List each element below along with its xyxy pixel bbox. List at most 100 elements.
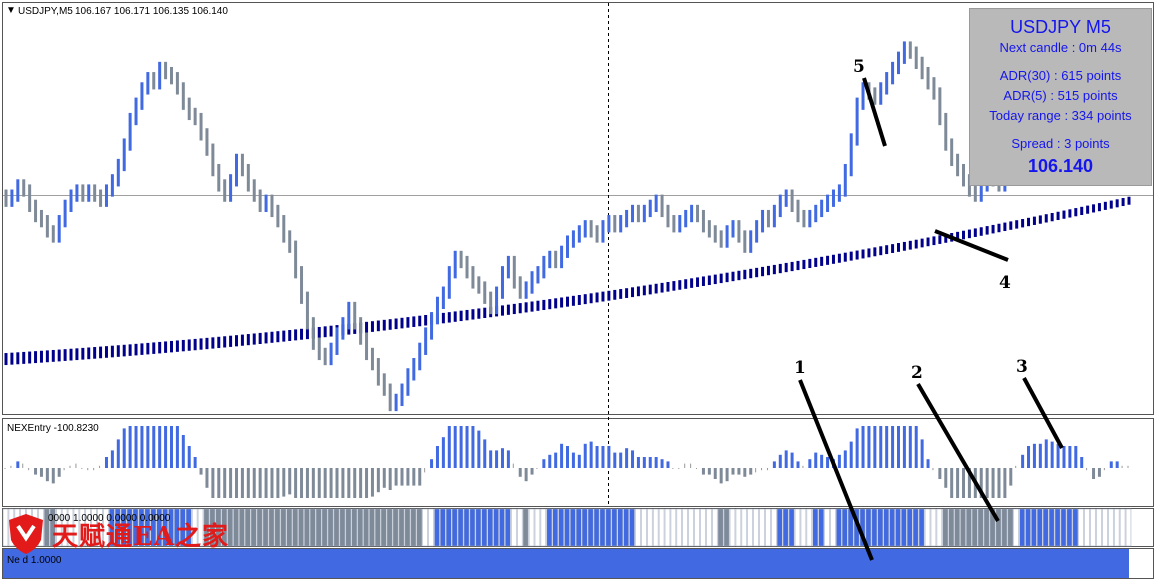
price-bar xyxy=(902,41,906,64)
histogram-bar xyxy=(631,450,635,468)
price-bar xyxy=(93,184,97,202)
histogram-bar xyxy=(595,446,599,468)
histogram-bar xyxy=(991,468,995,498)
histogram-bar xyxy=(524,468,528,482)
histogram-bar xyxy=(1121,465,1123,468)
price-bar xyxy=(784,189,788,207)
histogram-bar xyxy=(696,468,698,469)
histogram-bar xyxy=(169,426,173,468)
histogram-bar xyxy=(28,468,30,471)
price-bar xyxy=(4,189,8,207)
lower-strip-label: Ne d 1.0000 xyxy=(7,555,62,566)
signal-block xyxy=(729,508,736,547)
price-bar xyxy=(217,163,221,192)
histogram-bar xyxy=(246,468,250,498)
histogram-bar xyxy=(506,450,510,468)
histogram-bar xyxy=(500,448,504,468)
signal-block xyxy=(345,508,352,547)
signal-block xyxy=(983,508,990,547)
histogram-bar xyxy=(489,450,493,468)
price-bar xyxy=(796,199,800,223)
price-bar xyxy=(548,250,552,269)
histogram-bar xyxy=(495,450,499,468)
price-bar xyxy=(926,66,930,90)
signal-block xyxy=(422,508,428,547)
histogram-bar xyxy=(583,443,587,468)
signal-block xyxy=(794,508,801,547)
price-bar xyxy=(288,230,292,253)
info-panel-title: USDJPY M5 xyxy=(1010,17,1111,37)
price-bar xyxy=(973,184,977,202)
signal-block xyxy=(954,508,960,547)
histogram-bar xyxy=(648,457,652,468)
signal-block xyxy=(800,508,807,547)
price-bar xyxy=(660,194,664,218)
price-bar xyxy=(471,266,475,289)
histogram-bar xyxy=(554,452,558,468)
adr30-value: ADR(30) : 615 points xyxy=(999,68,1122,83)
price-bar xyxy=(530,271,534,294)
histogram-bar xyxy=(104,457,108,468)
histogram-bar xyxy=(122,428,126,468)
signal-block xyxy=(670,508,677,547)
price-bar xyxy=(560,245,564,269)
signal-block xyxy=(782,508,789,547)
histogram-bar xyxy=(140,426,144,468)
price-bar xyxy=(359,317,363,345)
histogram-bar xyxy=(134,426,138,468)
price-bar xyxy=(406,368,410,396)
signal-block xyxy=(700,508,706,547)
histogram-bar xyxy=(1103,468,1105,471)
histogram-bar xyxy=(672,468,674,469)
signal-block xyxy=(546,508,552,547)
price-bar xyxy=(134,97,138,126)
histogram-bar xyxy=(193,457,197,468)
price-bar xyxy=(690,204,694,223)
histogram-bar xyxy=(400,468,404,486)
price-bar xyxy=(896,51,900,75)
histogram-bar xyxy=(329,468,333,498)
signal-block xyxy=(61,508,68,547)
price-bar xyxy=(713,225,717,243)
signal-block xyxy=(924,508,931,547)
signal-block xyxy=(942,508,948,547)
signal-block xyxy=(599,508,606,547)
signal-block xyxy=(694,508,700,547)
histogram-bar xyxy=(424,468,426,473)
price-bar xyxy=(625,209,629,228)
signal-block xyxy=(55,508,62,547)
signal-block xyxy=(582,508,588,547)
signal-block xyxy=(777,508,783,547)
histogram-bar xyxy=(879,426,883,468)
price-bar xyxy=(536,266,540,284)
price-bar xyxy=(258,189,262,212)
price-bar xyxy=(595,225,599,243)
histogram-bar xyxy=(536,468,538,469)
price-bar xyxy=(270,194,274,218)
histogram-bar xyxy=(305,468,309,498)
signal-block xyxy=(1125,508,1132,547)
histogram-bar xyxy=(45,468,49,482)
histogram-bar xyxy=(790,452,794,468)
symbol-dropdown-arrow[interactable]: ▼ xyxy=(6,5,16,16)
price-bar xyxy=(707,220,711,238)
price-bar xyxy=(512,255,516,289)
adr5-value: ADR(5) : 515 points xyxy=(1003,88,1118,103)
signal-block xyxy=(1078,508,1084,547)
signal-block xyxy=(381,508,387,547)
price-bar xyxy=(335,327,339,355)
signal-block xyxy=(186,508,192,547)
histogram-bar xyxy=(577,454,581,468)
price-bar xyxy=(743,230,747,253)
signal-block xyxy=(398,508,405,547)
price-bar xyxy=(654,194,658,212)
signal-block xyxy=(50,508,56,547)
histogram-bar xyxy=(560,443,564,468)
histogram-bar xyxy=(341,468,345,498)
signal-block xyxy=(972,508,978,547)
signal-block xyxy=(292,508,298,547)
signal-block xyxy=(576,508,582,547)
histogram-bar xyxy=(796,461,800,468)
price-bar xyxy=(908,41,912,59)
